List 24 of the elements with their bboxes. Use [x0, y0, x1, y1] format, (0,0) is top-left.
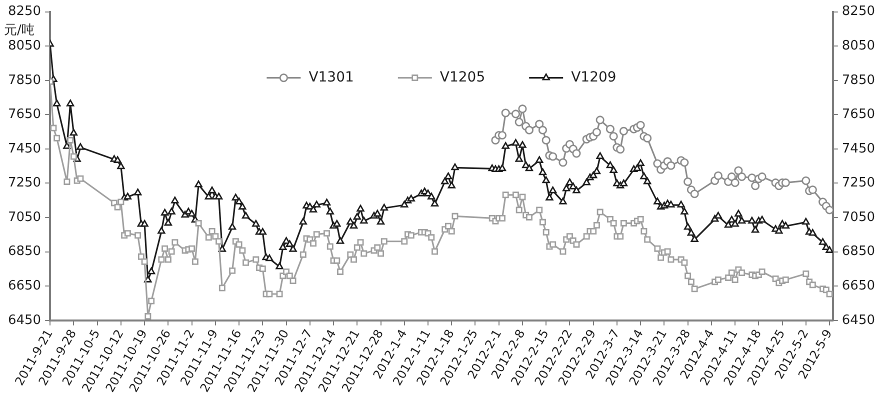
y2-tick-label: 7850	[842, 72, 876, 88]
y2-tick-label: 8050	[842, 38, 876, 54]
y-tick-label: 6850	[8, 244, 42, 260]
y-tick-label: 8050	[8, 38, 42, 54]
y-tick-label: 7250	[8, 176, 42, 191]
y2-tick-label: 7050	[842, 210, 876, 225]
y2-tick-label: 7650	[842, 107, 876, 122]
y-tick-label: 7450	[8, 141, 42, 156]
legend-label: V1301	[308, 69, 354, 86]
y-tick-label: 7850	[8, 72, 42, 88]
y-tick-label: 7050	[8, 210, 42, 225]
y2-tick-label: 8250	[842, 4, 876, 20]
y-tick-label: 8250	[8, 4, 42, 20]
legend-label: V1205	[440, 69, 486, 86]
y-tick-label: 6650	[8, 278, 42, 294]
legend-label: V1209	[571, 69, 616, 86]
y-tick-label: 6450	[8, 312, 42, 328]
y-tick-label: 7650	[8, 107, 42, 122]
y2-tick-label: 6850	[842, 244, 876, 260]
y2-tick-label: 7250	[842, 176, 876, 191]
y-axis-title: 元/吨	[4, 23, 34, 38]
y2-tick-label: 6450	[842, 312, 876, 328]
y2-tick-label: 6650	[842, 278, 876, 294]
y2-tick-label: 7450	[842, 141, 876, 156]
